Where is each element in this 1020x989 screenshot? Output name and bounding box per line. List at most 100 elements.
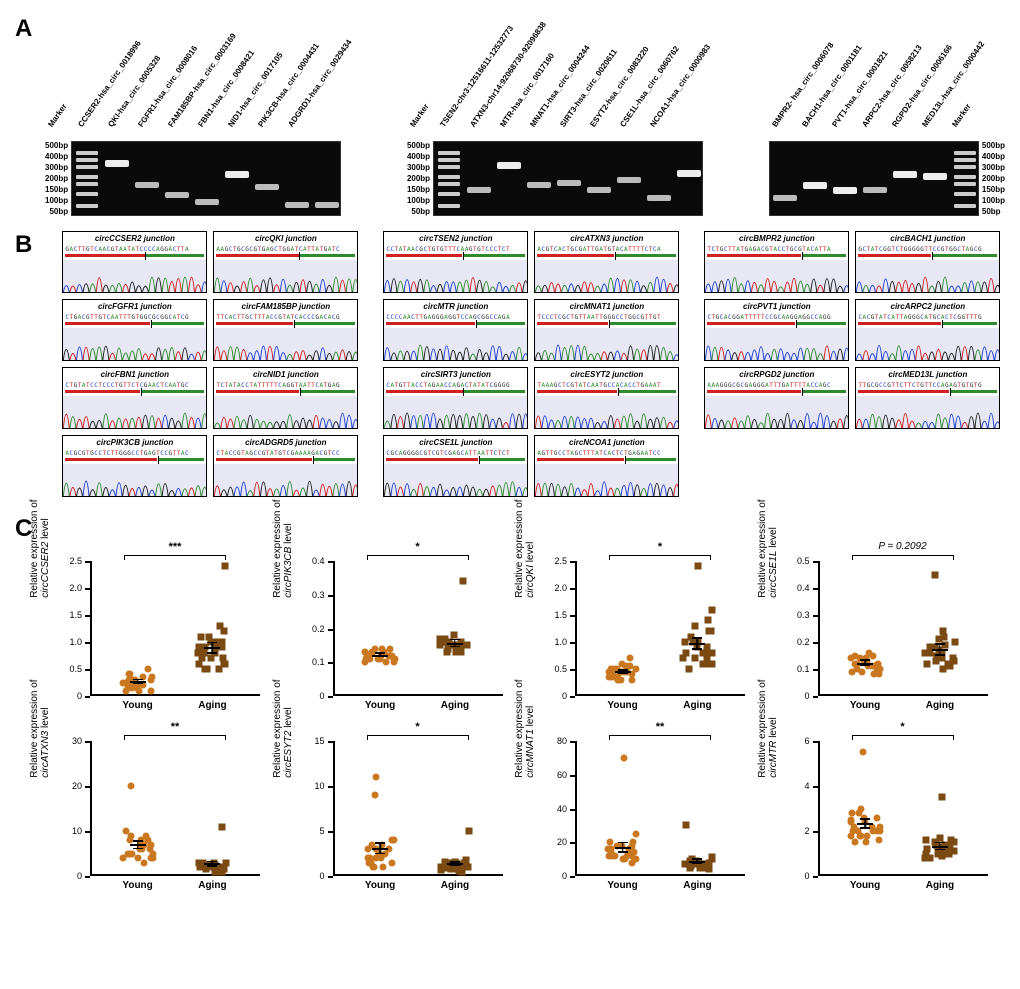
scatter-plot: Relative expression ofcircMTR level0246Y… xyxy=(773,731,998,901)
significance-label: * xyxy=(415,541,419,553)
ytick-label: 0.1 xyxy=(312,657,325,667)
ytick-label: 1.5 xyxy=(554,610,567,620)
significance-label: * xyxy=(415,721,419,733)
data-point xyxy=(922,649,929,656)
gel-band xyxy=(467,187,491,193)
sanger-trace: circPIK3CB junctionACGCGTGCCTCTTGGGCCTGA… xyxy=(62,435,207,497)
scatter-ylabel: Relative expression ofcircPIK3CB level xyxy=(272,499,294,597)
trace-title: circESYT2 junction xyxy=(535,370,678,379)
xtick-label: Aging xyxy=(198,700,226,711)
scatter-ylabel: Relative expression ofcircMNAT1 level xyxy=(514,679,536,777)
data-point xyxy=(389,859,396,866)
data-point xyxy=(148,855,155,862)
data-point xyxy=(605,668,612,675)
data-point xyxy=(218,823,225,830)
gel-band xyxy=(803,182,827,189)
sanger-trace: circFGFR1 junctionCTGACGTTGTCAATTTGTGGCG… xyxy=(62,299,207,361)
sanger-trace: circNCOA1 junctionAGTTGCCTAGCTTTATCACTCT… xyxy=(534,435,679,497)
data-point xyxy=(705,617,712,624)
data-point xyxy=(196,660,203,667)
data-point xyxy=(687,864,694,871)
data-point xyxy=(874,660,881,667)
sanger-trace: circMED13L junctionTTGCGCCGTTCTTCTGTTCCA… xyxy=(855,367,1000,429)
gel-image xyxy=(71,141,341,216)
gel-image xyxy=(433,141,703,216)
data-point xyxy=(852,652,859,659)
data-point xyxy=(610,674,617,681)
data-point xyxy=(858,668,865,675)
ytick-label: 0.3 xyxy=(797,610,810,620)
data-point xyxy=(147,687,154,694)
data-point xyxy=(207,655,214,662)
ytick-label: 0.4 xyxy=(797,583,810,593)
ytick-label: 80 xyxy=(557,736,567,746)
sanger-trace: circFBN1 junctionCTGTATCCTCCCTGTTCTCGAAC… xyxy=(62,367,207,429)
scatter-plot: Relative expression ofcircMNAT1 level020… xyxy=(530,731,755,901)
sanger-trace: circESYT2 junctionTAAAGCTCGTATCAATGCCACA… xyxy=(534,367,679,429)
sanger-trace: circBMPR2 junctionTCTGCTTATGAGACGTACCTGC… xyxy=(704,231,849,293)
scatter-plot: Relative expression ofcircCSE1L level00.… xyxy=(773,551,998,721)
ytick-label: 20 xyxy=(557,837,567,847)
data-point xyxy=(709,854,716,861)
data-point xyxy=(370,864,377,871)
sanger-trace: circMTR junctionCCCCAACTTGAGGGAGGTCCAGCG… xyxy=(383,299,528,361)
trace-title: circMNAT1 junction xyxy=(535,302,678,311)
xtick-label: Aging xyxy=(926,880,954,891)
data-point xyxy=(452,649,459,656)
gel-band xyxy=(527,182,551,188)
data-point xyxy=(682,649,689,656)
ytick-label: 0 xyxy=(77,871,82,881)
data-point xyxy=(216,622,223,629)
xtick-label: Aging xyxy=(441,880,469,891)
xtick-label: Young xyxy=(850,700,880,711)
data-point xyxy=(379,864,386,871)
ytick-label: 40 xyxy=(557,804,567,814)
trace-title: circBACH1 junction xyxy=(856,234,999,243)
data-point xyxy=(145,837,152,844)
trace-title: circTSEN2 junction xyxy=(384,234,527,243)
sanger-trace: circSIRT3 junctionCATGTTACCTAGAACCAGACTA… xyxy=(383,367,528,429)
data-point xyxy=(140,859,147,866)
scatter-plot: Relative expression ofcircESYT2 level051… xyxy=(288,731,513,901)
data-point xyxy=(632,830,639,837)
trace-title: circMED13L junction xyxy=(856,370,999,379)
data-point xyxy=(388,652,395,659)
data-point xyxy=(922,850,929,857)
trace-title: circCCSER2 junction xyxy=(63,234,206,243)
data-point xyxy=(389,837,396,844)
data-point xyxy=(621,856,628,863)
trace-title: circBMPR2 junction xyxy=(705,234,848,243)
data-point xyxy=(222,563,229,570)
sanger-trace: circRPGD2 junctionAAAGGGCGCGAGGGATTTGATT… xyxy=(704,367,849,429)
trace-title: circNCOA1 junction xyxy=(535,438,678,447)
gel-band xyxy=(225,171,249,178)
data-point xyxy=(860,749,867,756)
data-point xyxy=(442,864,449,871)
sanger-trace: circQKI junctionAAGCTGCGCGTGAGCTGGATCATT… xyxy=(213,231,358,293)
sanger-trace: circFAM185BP junctionTTCACTTGCTTTACCGTAT… xyxy=(213,299,358,361)
ytick-label: 0.5 xyxy=(797,556,810,566)
gel-band xyxy=(863,187,887,193)
trace-title: circADGRD5 junction xyxy=(214,438,357,447)
sanger-trace: circPVT1 junctionCTGCACGGATTTTTCCGCAAGGA… xyxy=(704,299,849,361)
data-point xyxy=(372,774,379,781)
data-point xyxy=(848,810,855,817)
significance-label: * xyxy=(900,721,904,733)
data-point xyxy=(849,668,856,675)
data-point xyxy=(876,837,883,844)
xtick-label: Aging xyxy=(926,700,954,711)
trace-title: circRPGD2 junction xyxy=(705,370,848,379)
data-point xyxy=(682,639,689,646)
data-point xyxy=(456,865,463,872)
data-point xyxy=(383,659,390,666)
significance-label: ** xyxy=(656,721,665,733)
xtick-label: Young xyxy=(850,880,880,891)
ytick-label: 0.2 xyxy=(312,624,325,634)
ytick-label: 0.5 xyxy=(554,664,567,674)
xtick-label: Young xyxy=(607,880,637,891)
ytick-label: 0 xyxy=(77,691,82,701)
data-point xyxy=(464,864,471,871)
data-point xyxy=(617,676,624,683)
data-point xyxy=(863,832,870,839)
data-point xyxy=(362,659,369,666)
